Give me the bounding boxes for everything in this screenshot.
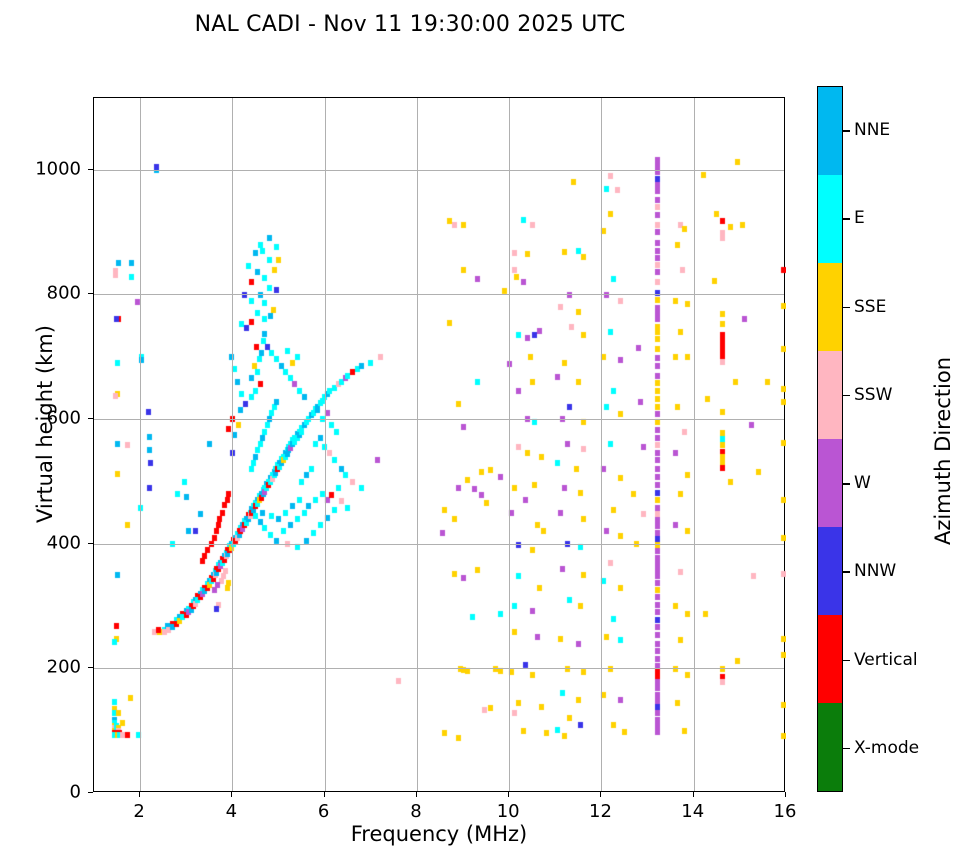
colorbar xyxy=(817,86,843,792)
colorbar-segment-nnw xyxy=(818,527,842,615)
y-tick-mark xyxy=(88,293,93,295)
y-tick-label: 400 xyxy=(46,532,81,554)
gridline-horizontal xyxy=(94,543,784,545)
colorbar-label: Azimuth Direction xyxy=(931,356,955,546)
y-tick-label: 1000 xyxy=(35,158,81,180)
y-tick-mark xyxy=(88,542,93,544)
colorbar-segment-e xyxy=(818,175,842,263)
colorbar-label-e: E xyxy=(854,208,865,229)
colorbar-tick-mark xyxy=(843,306,850,309)
plot-area xyxy=(93,97,786,793)
gridline-horizontal xyxy=(94,169,784,171)
colorbar-tick-mark xyxy=(843,571,850,573)
colorbar-segment-x-mode xyxy=(818,703,842,791)
colorbar-label-nnw: NNW xyxy=(854,561,897,582)
colorbar-tick-mark xyxy=(843,130,850,132)
y-tick-mark xyxy=(88,792,93,793)
colorbar-segment-vertical xyxy=(818,615,842,703)
x-tick-mark xyxy=(415,792,417,797)
y-tick-label: 200 xyxy=(46,656,81,678)
x-tick-label: 14 xyxy=(681,801,705,822)
colorbar-tick-mark xyxy=(843,659,850,662)
gridline-horizontal xyxy=(94,668,784,670)
x-axis-label: Frequency (MHz) xyxy=(350,822,528,846)
colorbar-label-x-mode: X-mode xyxy=(854,737,920,758)
colorbar-tick-mark xyxy=(843,747,850,750)
x-tick-mark xyxy=(323,792,325,797)
colorbar-tick-mark xyxy=(843,483,850,485)
gridline-vertical xyxy=(324,98,326,791)
y-tick-mark xyxy=(88,168,93,170)
gridline-horizontal xyxy=(94,294,784,296)
y-tick-mark xyxy=(88,667,93,669)
colorbar-label-w: W xyxy=(854,473,871,494)
gridline-vertical xyxy=(416,98,418,791)
x-tick-label: 12 xyxy=(589,801,612,822)
gridline-horizontal xyxy=(94,419,784,420)
y-tick-label: 800 xyxy=(46,282,81,304)
colorbar-segment-nne xyxy=(818,87,842,175)
colorbar-tick-mark xyxy=(843,394,850,397)
gridline-vertical xyxy=(509,98,511,791)
x-tick-label: 10 xyxy=(496,801,520,822)
page-title: NAL CADI - Nov 11 19:30:00 2025 UTC xyxy=(194,12,626,37)
x-tick-mark xyxy=(692,792,694,797)
colorbar-label-ssw: SSW xyxy=(854,384,893,405)
colorbar-label-nne: NNE xyxy=(854,120,891,141)
x-tick-label: 6 xyxy=(317,801,330,822)
y-tick-label: 600 xyxy=(46,407,81,429)
gridline-vertical xyxy=(601,98,603,791)
x-tick-mark xyxy=(600,792,602,797)
gridline-vertical xyxy=(140,98,142,791)
x-tick-label: 16 xyxy=(773,801,797,822)
x-tick-mark xyxy=(508,792,510,797)
gridline-vertical xyxy=(693,98,695,791)
gridline-vertical xyxy=(232,98,234,791)
scatter-canvas xyxy=(94,98,786,793)
colorbar-label-sse: SSE xyxy=(854,296,887,317)
colorbar-tick-mark xyxy=(843,218,850,220)
x-tick-label: 8 xyxy=(410,801,422,822)
x-tick-mark xyxy=(139,792,141,797)
y-tick-label: 0 xyxy=(69,781,81,803)
x-tick-label: 4 xyxy=(225,801,238,822)
y-tick-mark xyxy=(88,418,93,419)
x-tick-label: 2 xyxy=(133,801,145,822)
colorbar-segment-ssw xyxy=(818,351,842,439)
colorbar-segment-sse xyxy=(818,263,842,351)
colorbar-segment-w xyxy=(818,439,842,527)
x-tick-mark xyxy=(785,792,786,797)
colorbar-label-vertical: Vertical xyxy=(854,649,918,670)
x-tick-mark xyxy=(231,792,233,797)
